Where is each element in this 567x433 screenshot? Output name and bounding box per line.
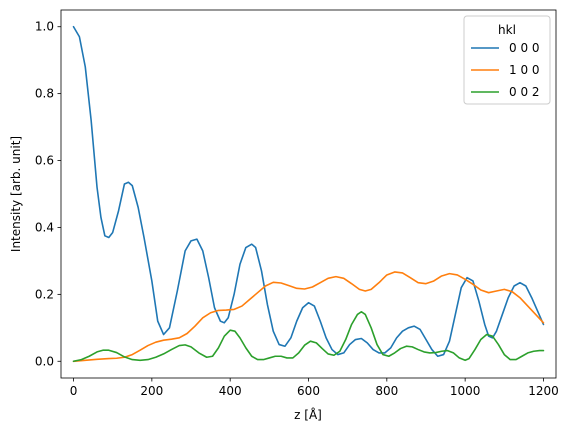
x-axis-label: z [Å] <box>294 407 322 422</box>
x-tick-label: 200 <box>140 384 163 398</box>
x-tick-label: 600 <box>297 384 320 398</box>
y-tick-label: 0.0 <box>35 354 54 368</box>
x-tick-label: 0 <box>70 384 78 398</box>
x-tick-label: 1000 <box>450 384 481 398</box>
y-tick-label: 0.6 <box>35 154 54 168</box>
y-axis-label: Intensity [arb. unit] <box>9 136 23 252</box>
legend-label-3: 0 0 2 <box>509 85 540 99</box>
x-tick-label: 800 <box>375 384 398 398</box>
y-tick-label: 0.4 <box>35 220 54 234</box>
legend-entries: 0 0 0 1 0 0 0 0 2 <box>471 41 540 99</box>
y-tick-label: 0.8 <box>35 87 54 101</box>
x-tick-label: 1200 <box>528 384 559 398</box>
series-line-2 <box>72 271 545 363</box>
y-tick-label: 1.0 <box>35 20 54 34</box>
y-tick-label: 0.2 <box>35 287 54 301</box>
legend: hkl 0 0 0 1 0 0 0 0 2 <box>463 15 551 105</box>
series-line-1 <box>72 25 545 358</box>
x-axis-ticks: 0 200 400 600 800 1000 1200 <box>70 378 559 398</box>
series-layer <box>72 25 545 363</box>
legend-box <box>463 15 551 105</box>
legend-label-1: 0 0 0 <box>509 41 540 55</box>
legend-label-2: 1 0 0 <box>509 63 540 77</box>
y-axis-ticks: 0.0 0.2 0.4 0.6 0.8 1.0 <box>35 20 61 368</box>
legend-title: hkl <box>498 23 516 37</box>
series-line-3 <box>72 310 545 363</box>
x-tick-label: 400 <box>219 384 242 398</box>
